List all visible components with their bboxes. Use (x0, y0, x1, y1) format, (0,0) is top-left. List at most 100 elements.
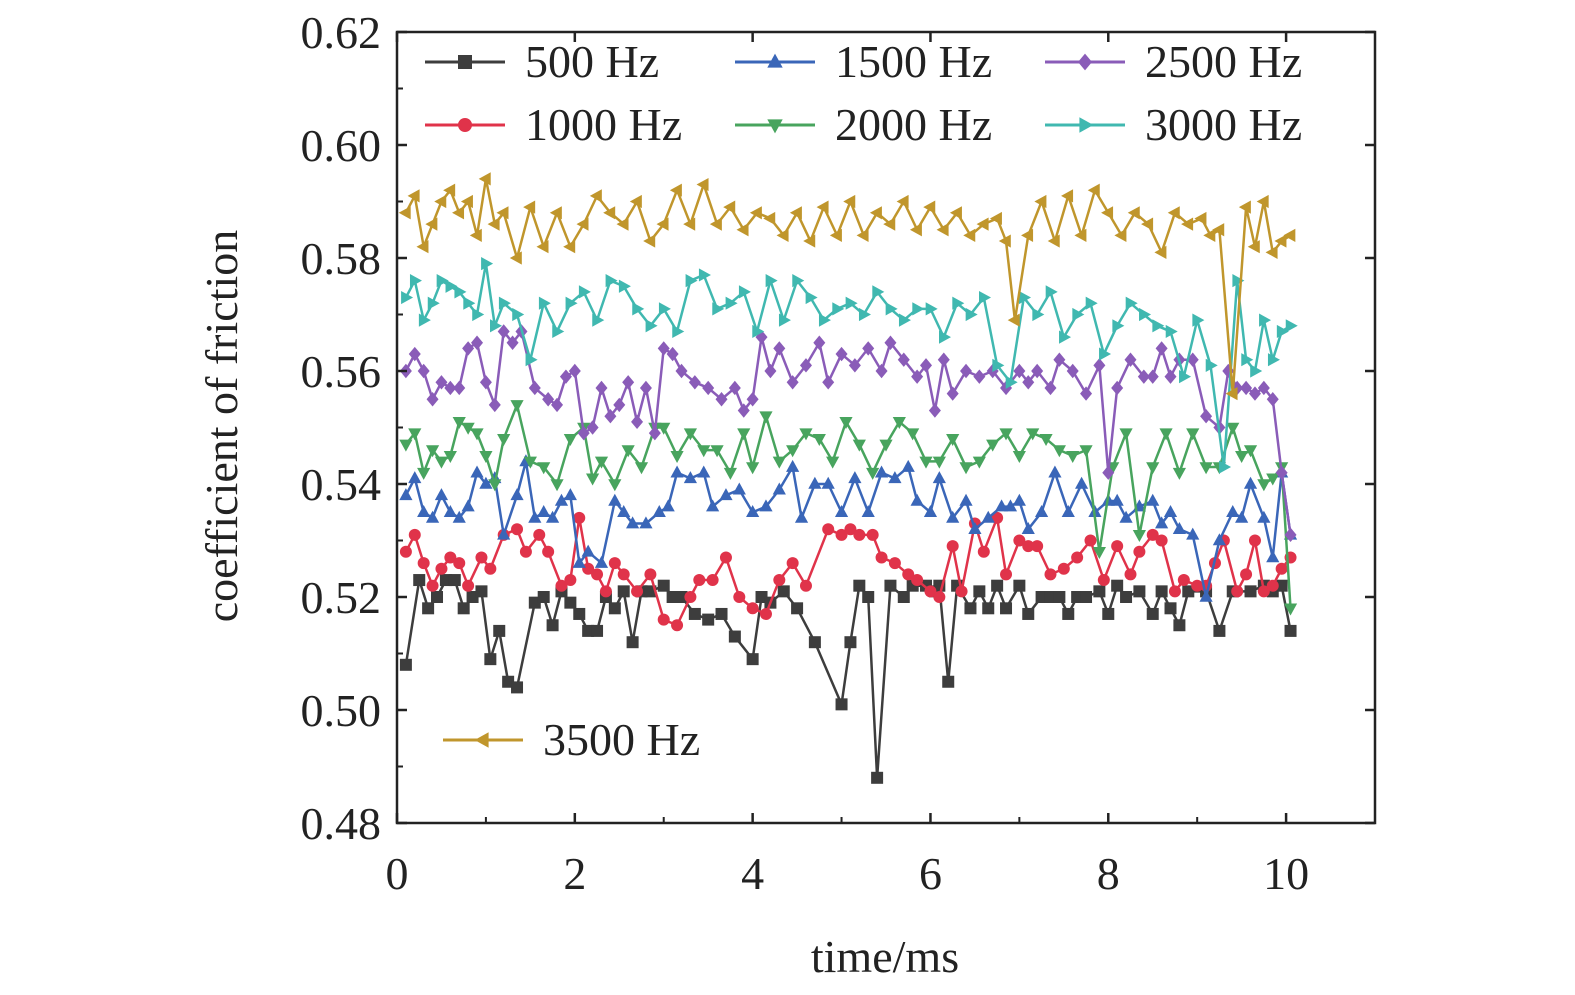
data-point-3000-hz (472, 307, 485, 322)
data-point-1000-hz (888, 557, 901, 570)
data-point-2000-hz (608, 479, 622, 492)
data-point-2000-hz (1243, 445, 1258, 458)
data-point-2500-hz (1031, 363, 1044, 379)
data-point-1500-hz (772, 482, 786, 495)
data-point-3000-hz (1072, 307, 1085, 322)
data-point-1000-hz (1155, 534, 1168, 547)
data-point-2000-hz (470, 428, 484, 441)
data-point-1500-hz (932, 471, 946, 484)
data-point-1000-hz (435, 562, 448, 575)
data-point-3500-hz (1087, 183, 1100, 197)
data-point-1500-hz (581, 544, 595, 557)
data-point-3000-hz (992, 358, 1005, 372)
data-point-2500-hz (1200, 409, 1213, 424)
data-point-2500-hz (568, 363, 581, 379)
data-point-3000-hz (436, 274, 449, 288)
data-point-2000-hz (1235, 450, 1249, 463)
data-point-2000-hz (434, 456, 449, 469)
data-point-2500-hz (1080, 386, 1093, 401)
data-point-1000-hz (977, 545, 990, 558)
data-point-1500-hz (443, 505, 457, 518)
data-point-500-hz (746, 653, 759, 666)
data-point-2500-hz (542, 392, 555, 407)
data-point-1500-hz (537, 505, 551, 518)
data-point-1500-hz (497, 527, 511, 540)
data-point-3500-hz (1238, 200, 1251, 214)
data-point-2000-hz (510, 400, 524, 413)
data-point-500-hz (1013, 579, 1026, 592)
legend-swatch-marker (458, 118, 472, 132)
data-point-1500-hz (563, 488, 577, 501)
data-point-500-hz (728, 630, 741, 643)
data-point-3500-hz (452, 206, 465, 220)
data-point-1500-hz (1257, 510, 1271, 523)
data-point-1000-hz (1031, 540, 1044, 553)
data-point-500-hz (1053, 591, 1066, 603)
data-point-3500-hz (669, 183, 682, 197)
data-point-500-hz (675, 591, 688, 603)
data-point-1500-hz (1235, 510, 1249, 523)
data-point-1500-hz (888, 471, 902, 484)
data-point-3000-hz (409, 274, 422, 288)
data-point-1000-hz (1084, 534, 1097, 547)
y-tick-label: 0.48 (301, 798, 382, 849)
data-point-1000-hz (1022, 540, 1035, 553)
data-point-1000-hz (1177, 574, 1190, 587)
data-point-500-hz (1102, 607, 1115, 620)
data-point-3000-hz (938, 330, 951, 344)
data-point-1500-hz (706, 499, 720, 512)
data-point-1000-hz (902, 568, 915, 581)
data-point-3500-hz (1274, 234, 1287, 248)
data-point-1000-hz (1168, 585, 1181, 598)
plot-frame (395, 30, 1377, 825)
data-point-2500-hz (435, 375, 448, 390)
data-point-1000-hz (475, 551, 488, 564)
data-point-1000-hz (1057, 562, 1070, 575)
data-point-2500-hz (488, 397, 501, 413)
data-point-2500-hz (715, 392, 728, 407)
data-point-3500-hz (425, 217, 438, 231)
data-point-2500-hz (946, 386, 959, 401)
data-point-1500-hz (1155, 516, 1169, 529)
data-point-3000-hz (1045, 285, 1058, 299)
data-point-2500-hz (911, 369, 924, 384)
data-point-2500-hz (462, 341, 475, 356)
data-point-2500-hz (702, 380, 715, 396)
data-point-2500-hz (497, 324, 510, 339)
data-point-2000-hz (946, 434, 960, 446)
data-point-3500-hz (976, 217, 989, 231)
data-point-1500-hz (1186, 527, 1200, 540)
data-point-3500-hz (509, 251, 522, 265)
data-point-2000-hz (892, 417, 906, 430)
data-point-1500-hz (479, 476, 493, 489)
data-point-3500-hz (763, 211, 776, 226)
data-point-1500-hz (874, 465, 889, 478)
x-tick-label: 6 (919, 848, 942, 899)
data-point-500-hz (942, 675, 955, 688)
legend-item-3500-hz: 3500 Hz (443, 714, 700, 765)
data-point-3500-hz (398, 206, 411, 220)
data-point-2000-hz (746, 462, 760, 475)
data-point-1500-hz (1172, 522, 1186, 534)
data-point-2500-hz (586, 420, 599, 435)
data-point-3000-hz (792, 274, 805, 288)
data-point-2500-hz (657, 341, 670, 356)
y-axis-title: coefficient of friction (196, 230, 247, 623)
data-point-3500-hz (829, 228, 842, 242)
data-point-500-hz (511, 681, 524, 694)
data-point-2500-hz (835, 346, 848, 362)
data-point-2000-hz (670, 450, 684, 463)
data-point-1500-hz (408, 471, 422, 484)
data-point-2000-hz (986, 439, 1000, 452)
data-point-2500-hz (622, 375, 635, 390)
data-point-500-hz (1111, 579, 1124, 592)
data-point-2500-hz (1240, 380, 1253, 396)
data-point-3000-hz (538, 296, 551, 310)
data-point-3000-hz (1241, 353, 1254, 367)
data-point-3000-hz (685, 274, 698, 288)
data-point-3000-hz (845, 296, 858, 310)
data-point-2500-hz (1124, 352, 1137, 367)
data-point-3500-hz (1074, 228, 1087, 242)
data-point-1000-hz (1275, 562, 1288, 575)
